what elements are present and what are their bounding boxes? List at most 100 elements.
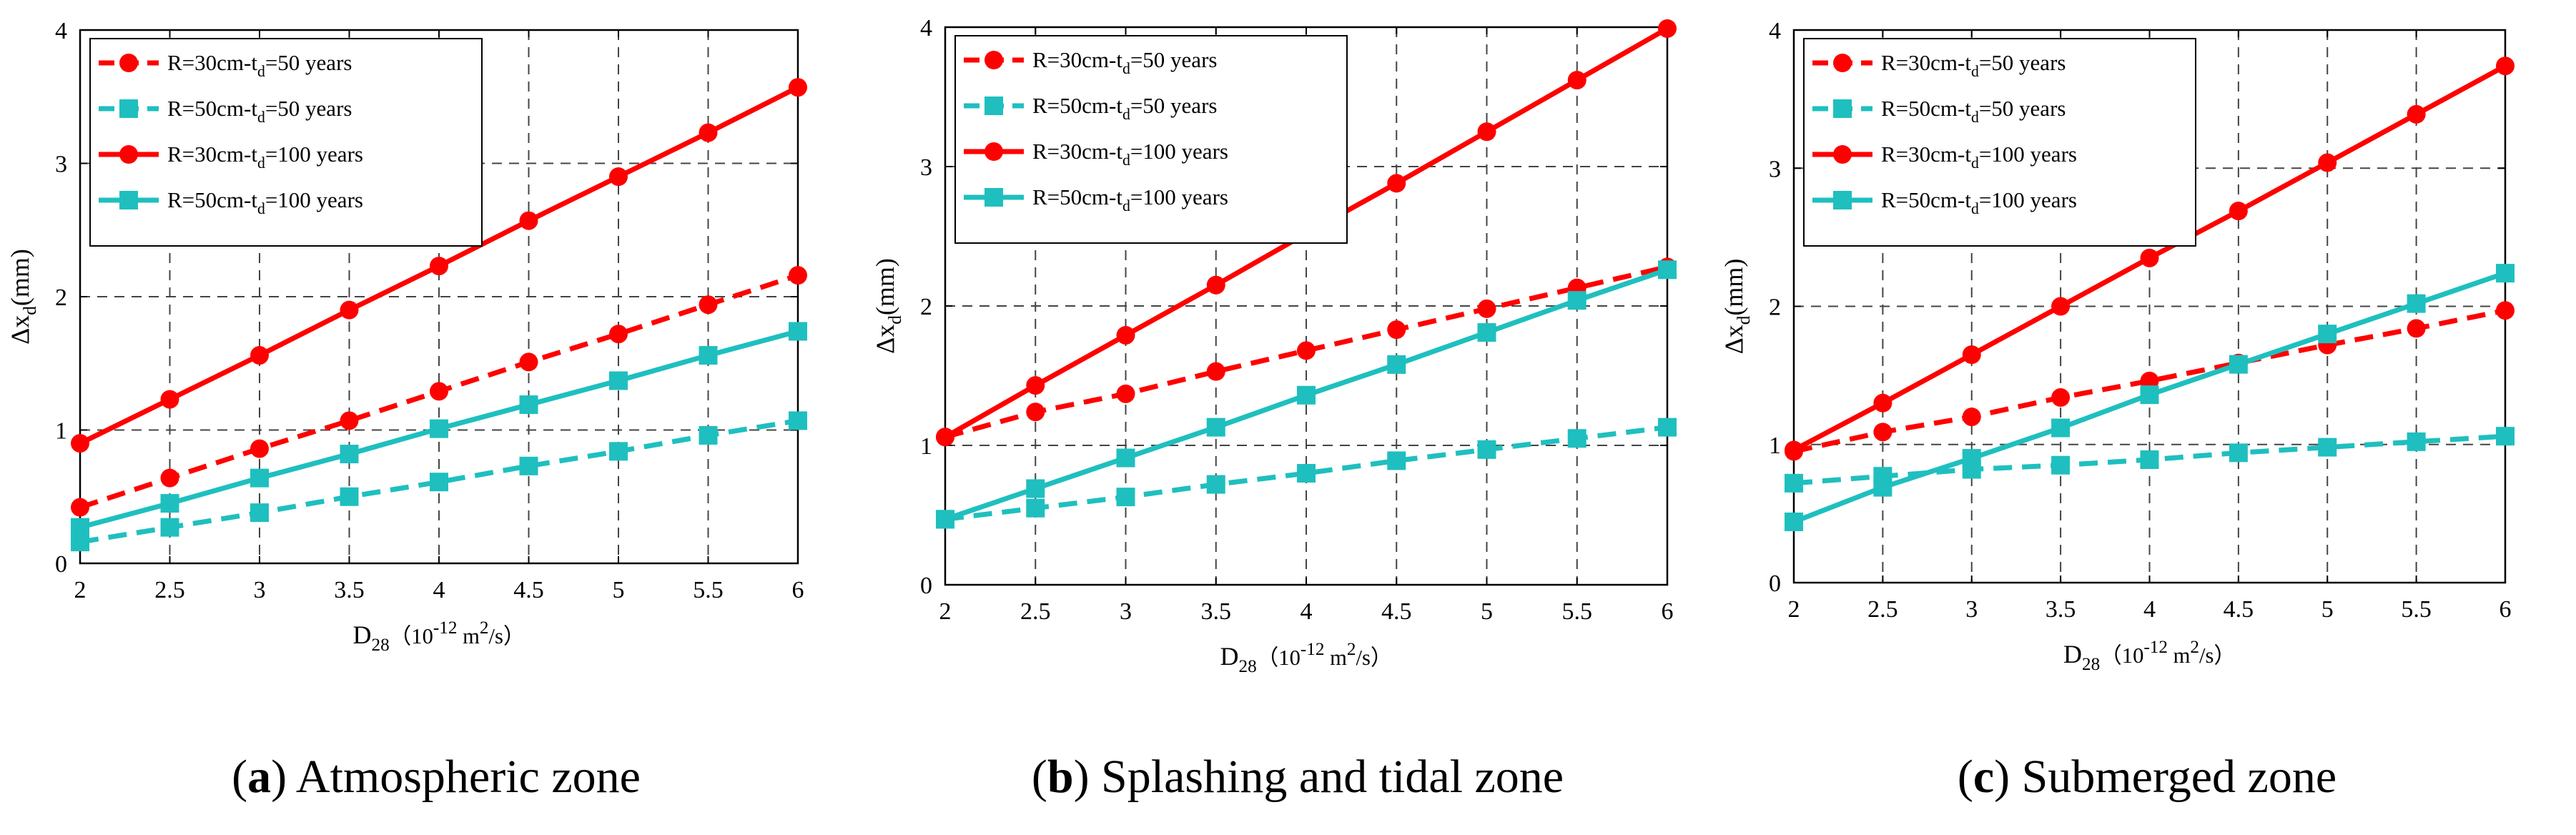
data-point-circle [1387,320,1406,340]
x-tick-label: 3 [1965,596,1978,623]
legend-label-text: =50 years [265,50,352,75]
caption-label: a [247,751,271,803]
x-tick-label: 2 [1788,596,1800,623]
data-point-square [250,468,269,488]
x-tick-label: 3.5 [1201,598,1232,625]
data-point-square [1206,418,1225,437]
legend-label-text: =50 years [1130,47,1218,72]
data-point-circle [609,325,628,344]
legend-swatch-marker [119,191,138,209]
data-point-circle [430,382,448,401]
data-point-square [2229,443,2248,463]
x-axis-label-unit: m [457,624,480,648]
x-tick-label: 4 [2143,596,2156,623]
data-point-square [1658,260,1677,280]
caption-paren: ( [1958,751,1973,803]
series-3 [1785,56,2515,460]
data-point-circle [250,346,269,365]
data-point-circle [789,78,807,97]
x-axis-label: D28（10-12 m2/s） [1220,640,1393,676]
data-point-square [699,425,718,445]
x-axis-label-unit: /s） [489,624,525,648]
data-point-circle [1477,299,1496,318]
x-tick-label: 5.5 [1562,598,1593,625]
y-tick-label: 1 [1769,433,1781,459]
data-point-circle [936,428,954,447]
legend-label: R=50cm-td=50 years [167,96,352,126]
data-point-circle [609,167,628,187]
data-point-square [1297,385,1316,405]
x-tick-label: 5.5 [693,577,724,603]
data-point-square [2140,385,2159,405]
caption-text: ) Submerged zone [1994,751,2336,803]
legend-swatch-marker [984,51,1003,69]
legend-item: R=30cm-td=50 years [964,47,1217,77]
legend-swatch-marker [119,145,138,164]
data-point-circle [1785,440,1803,460]
legend-label-sub: d [257,154,265,172]
y-tick-label: 0 [1769,570,1781,597]
legend-label-text: R=30cm-t [167,50,257,75]
x-axis-label-unit: m [1324,646,1347,670]
legend-swatch-marker [119,54,138,72]
legend-item: R=50cm-td=50 years [99,96,352,126]
legend-label-sub: d [1971,63,1979,80]
data-point-square [1116,488,1135,507]
data-point-square [609,442,628,461]
data-point-square [2318,325,2337,344]
y-axis-label: Δxd(mm) [1719,259,1754,355]
y-tick-label: 0 [920,573,932,599]
data-point-circle [1116,384,1135,403]
legend-label-text: =100 years [1130,139,1228,164]
x-axis-label-exp: -12 [2143,638,2168,657]
data-point-circle [1658,19,1677,38]
y-axis-label-main: Δx [871,325,899,354]
x-tick-label: 4.5 [513,577,544,603]
x-axis-label-sub: 28 [372,636,390,655]
data-point-circle [2051,388,2071,407]
y-tick-label: 1 [55,418,67,445]
x-axis-label-unit: （10 [390,624,433,648]
series-line [1793,307,2506,454]
legend-item: R=30cm-td=50 years [1812,50,2066,80]
legend-label-text: =100 years [265,187,363,212]
legend-label-sub: d [257,200,265,217]
data-point-square [1477,323,1496,342]
legend-item: R=30cm-td=50 years [99,50,352,80]
legend-swatch-marker [119,99,138,118]
data-point-square [340,487,359,506]
data-point-square [250,503,269,523]
y-axis-label-sub: d [886,315,905,325]
legend-label-text: =100 years [265,142,363,167]
data-point-circle [1873,393,1892,412]
x-tick-label: 6 [2499,596,2512,623]
data-point-square [1567,291,1586,310]
x-axis-label-exp: -12 [1301,640,1325,659]
x-axis-label-exp: 2 [480,618,489,638]
legend-label: R=50cm-td=100 years [1032,184,1228,214]
legend-label-text: R=50cm-t [167,96,257,121]
x-tick-label: 3.5 [2045,596,2076,623]
x-tick-label: 4.5 [2224,596,2254,623]
legend-box [89,38,483,247]
x-axis-label-sub: 28 [1239,657,1257,676]
data-point-circle [2140,248,2159,267]
data-point-square [1206,475,1225,494]
y-tick-label: 2 [1769,295,1781,321]
series-line [944,425,1668,522]
caption-text: ) Atmospheric zone [271,751,641,803]
x-axis-label-exp: 2 [1347,640,1356,659]
y-tick-label: 3 [920,154,932,181]
x-tick-label: 2.5 [1020,598,1051,625]
legend-swatch-marker [1833,54,1852,72]
y-tick-label: 4 [55,18,67,44]
caption-text: ) Splashing and tidal zone [1074,751,1564,803]
data-point-square [430,473,448,492]
x-axis-label-unit: m [2168,643,2191,668]
panel-caption: (c) Submerged zone [1958,751,2336,803]
x-axis-label: D28（10-12 m2/s） [2063,638,2236,674]
data-point-circle [2051,297,2071,316]
